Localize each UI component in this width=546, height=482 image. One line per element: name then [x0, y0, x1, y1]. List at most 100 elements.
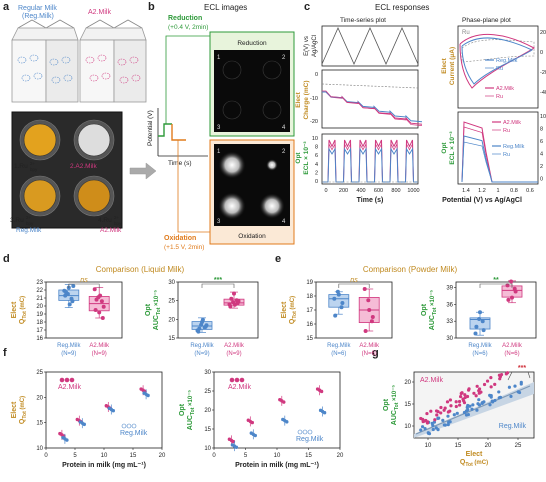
data-point — [485, 379, 490, 383]
y-axis-label: Opt — [421, 303, 428, 316]
well-4-label: bpy — [114, 221, 122, 226]
data-point — [452, 413, 456, 417]
well-3-label: 3.Ru — [10, 217, 24, 224]
tick-label: 39 — [446, 286, 453, 292]
boxplot-frame — [455, 281, 537, 339]
dark-well — [222, 60, 242, 80]
data-point — [366, 298, 371, 303]
ecl-plot-frame — [321, 133, 419, 185]
well-3 — [23, 179, 57, 213]
data-point — [449, 404, 453, 408]
potential-axis-label: Potential (V) — [147, 110, 154, 146]
tick-label: 15 — [404, 402, 411, 408]
ecl-phase-curve — [461, 135, 538, 183]
tick: -20 — [310, 119, 318, 125]
tick-label: 15 — [455, 443, 462, 449]
data-point — [65, 438, 69, 442]
panel-letter-b: b — [148, 1, 155, 13]
dark-well — [222, 100, 242, 120]
legend-label: A2.Milk — [503, 120, 521, 126]
dark-well — [262, 60, 282, 80]
tick-label: 19 — [36, 312, 43, 318]
legend-marker — [131, 423, 137, 429]
data-point — [454, 400, 458, 404]
sig-bracket — [507, 371, 531, 381]
y-axis-label: Elect — [281, 301, 288, 318]
data-point — [493, 398, 497, 403]
tick: -10 — [310, 96, 318, 102]
data-point — [509, 279, 514, 284]
tick: 4 — [315, 162, 318, 168]
tick: 6 — [540, 139, 543, 145]
tick: 0.6 — [526, 188, 534, 194]
legend-label: A2.Milk — [228, 384, 251, 391]
well-4-label: 2+ — [114, 215, 120, 220]
data-point — [340, 301, 345, 305]
legend-label: Reg.Milk — [296, 436, 324, 443]
data-point — [100, 316, 105, 320]
x-axis-label: Protein in milk (mg mL⁻¹) — [62, 462, 146, 469]
carton-droplet — [131, 74, 141, 82]
data-point — [253, 433, 257, 438]
data-point — [445, 400, 450, 404]
data-point — [475, 384, 479, 388]
data-point — [478, 310, 482, 315]
tick-label: 0 — [44, 453, 48, 459]
well-4-label: A2.Milk — [100, 227, 122, 234]
carton-regular-label: Regular Milk — [18, 5, 57, 12]
ecl-phase-ylabel: Opt — [441, 142, 448, 154]
data-point — [477, 398, 481, 402]
ecl-ylabel: Opt — [295, 152, 302, 164]
reduction-image — [214, 50, 290, 132]
tick: 800 — [391, 188, 400, 194]
data-point — [475, 408, 479, 412]
carton-droplet — [101, 72, 111, 80]
boxplot-frame — [315, 281, 393, 339]
data-point — [204, 323, 209, 328]
data-point — [228, 304, 233, 309]
data-point — [479, 390, 483, 394]
data-point — [433, 418, 437, 422]
y-axis-label: QTot (mC) — [19, 396, 28, 424]
legend-label: A2.Milk — [58, 384, 81, 391]
data-point — [510, 295, 514, 300]
carton-a2-label: A2.Milk — [88, 9, 111, 16]
ecl-glow-spot — [218, 151, 246, 179]
time-axis-label: Time (s) — [168, 160, 192, 167]
legend-marker — [234, 377, 240, 383]
tick-label: 0 — [212, 453, 216, 459]
tick-label: 20 — [204, 408, 211, 414]
ecl-pulse-curve — [322, 147, 418, 183]
tick: 200 — [339, 188, 348, 194]
tick-label: 20 — [337, 453, 344, 459]
data-point — [509, 394, 513, 399]
tick-label: 20 — [36, 304, 43, 310]
data-point — [457, 399, 462, 404]
current-ylabel: Current (μA) — [449, 47, 456, 85]
charge-plot-frame — [321, 69, 419, 129]
tick-label: 33 — [446, 319, 453, 325]
data-point — [448, 409, 452, 413]
group-n: (N=9) — [194, 351, 209, 357]
tick-label: 17 — [306, 308, 313, 314]
x-axis-unit: (mC) — [473, 460, 488, 466]
x-axis-label: QTot (mC) — [460, 459, 488, 468]
data-point — [70, 299, 75, 304]
time-xlabel: Time (s) — [357, 197, 384, 204]
data-point — [429, 409, 433, 413]
data-point — [432, 420, 437, 424]
tick: 20 — [540, 30, 546, 36]
y-axis-sub: Tot — [394, 402, 400, 410]
data-point — [333, 313, 338, 318]
data-point — [71, 284, 76, 288]
data-point — [491, 400, 495, 404]
well-3-label: 2+ — [26, 215, 32, 220]
data-point — [446, 423, 450, 427]
data-point — [472, 391, 476, 395]
tick-label: 30 — [204, 370, 211, 376]
tick-label: 20 — [36, 395, 43, 401]
data-point — [197, 326, 202, 331]
tick-label: 19 — [306, 280, 313, 286]
reduction-label: (+0.4 V, 2min) — [168, 24, 208, 31]
data-point — [93, 308, 98, 312]
